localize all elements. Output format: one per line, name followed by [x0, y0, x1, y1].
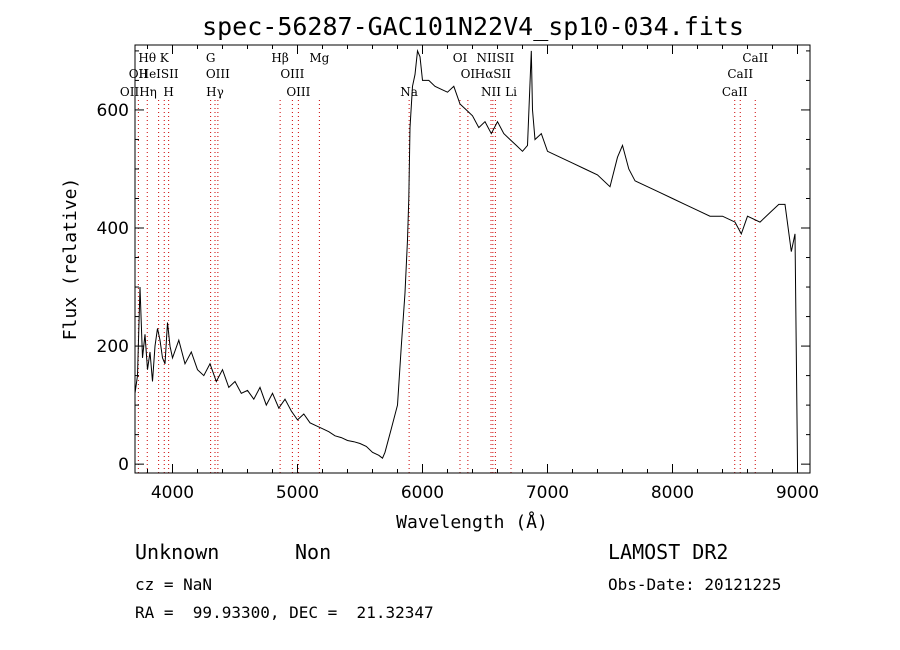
spectral-line-label: NIISII: [477, 51, 515, 65]
x-tick-label: 6000: [401, 483, 444, 503]
spectral-line-label: G: [206, 51, 216, 65]
spectral-line-label: Hβ: [271, 51, 288, 65]
class-label: Unknown: [135, 540, 219, 564]
spectral-line-label: H: [163, 85, 173, 99]
coordinates-label: RA = 99.93300, DEC = 21.32347: [135, 603, 434, 622]
x-tick-label: 8000: [651, 483, 694, 503]
y-tick-label: 0: [118, 455, 129, 475]
spectral-line-label: CaII: [727, 67, 753, 81]
spectral-line-label: OIII: [280, 67, 304, 81]
spectral-line-label: Na: [400, 85, 418, 99]
obs-date-label: Obs-Date: 20121225: [608, 575, 781, 594]
spectral-line-label: OIII: [206, 67, 230, 81]
spectral-line-label: Hγ: [206, 85, 224, 99]
spectral-line-label: K: [160, 51, 170, 65]
x-axis-label: Wavelength (Å): [396, 511, 548, 533]
y-tick-label: 400: [97, 219, 129, 239]
y-tick-label: 600: [97, 101, 129, 121]
redshift-label: cz = NaN: [135, 575, 212, 594]
spectral-line-markers: [137, 100, 756, 473]
spectral-line-label: OI: [461, 67, 476, 81]
spectral-line-label: OII: [129, 67, 149, 81]
x-tick-label: 7000: [526, 483, 569, 503]
subclass-label: Non: [295, 540, 331, 564]
plot-frame: [134, 44, 811, 474]
spectral-line-label: NII: [481, 85, 501, 99]
spectral-line-label: Mg: [309, 51, 329, 65]
spectral-line-label: OIIHη: [120, 85, 157, 99]
x-tick-label: 4000: [151, 483, 194, 503]
spectrum-series-line: [134, 48, 798, 465]
y-axis-label: Flux (relative): [60, 178, 81, 341]
spectral-line-label: Hθ: [138, 51, 156, 65]
y-axis-ticks: 0 200 400 600: [97, 50, 810, 475]
x-tick-label: 9000: [776, 483, 819, 503]
spectral-line-label: OI: [453, 51, 468, 65]
spectral-line-label: CaII: [722, 85, 748, 99]
spectral-line-label: Li: [505, 85, 517, 99]
chart-title: spec-56287-GAC101N22V4_sp10-034.fits: [202, 12, 744, 41]
spectral-line-label: HαSII: [475, 67, 512, 81]
x-tick-label: 5000: [276, 483, 319, 503]
survey-label: LAMOST DR2: [608, 540, 728, 564]
x-axis-ticks: 4000 5000 6000 7000 8000 9000: [147, 45, 819, 503]
spectral-line-label: CaII: [742, 51, 768, 65]
spectral-line-label: OIII: [286, 85, 310, 99]
spectral-line-label: HeISII: [139, 67, 179, 81]
y-tick-label: 200: [97, 337, 129, 357]
